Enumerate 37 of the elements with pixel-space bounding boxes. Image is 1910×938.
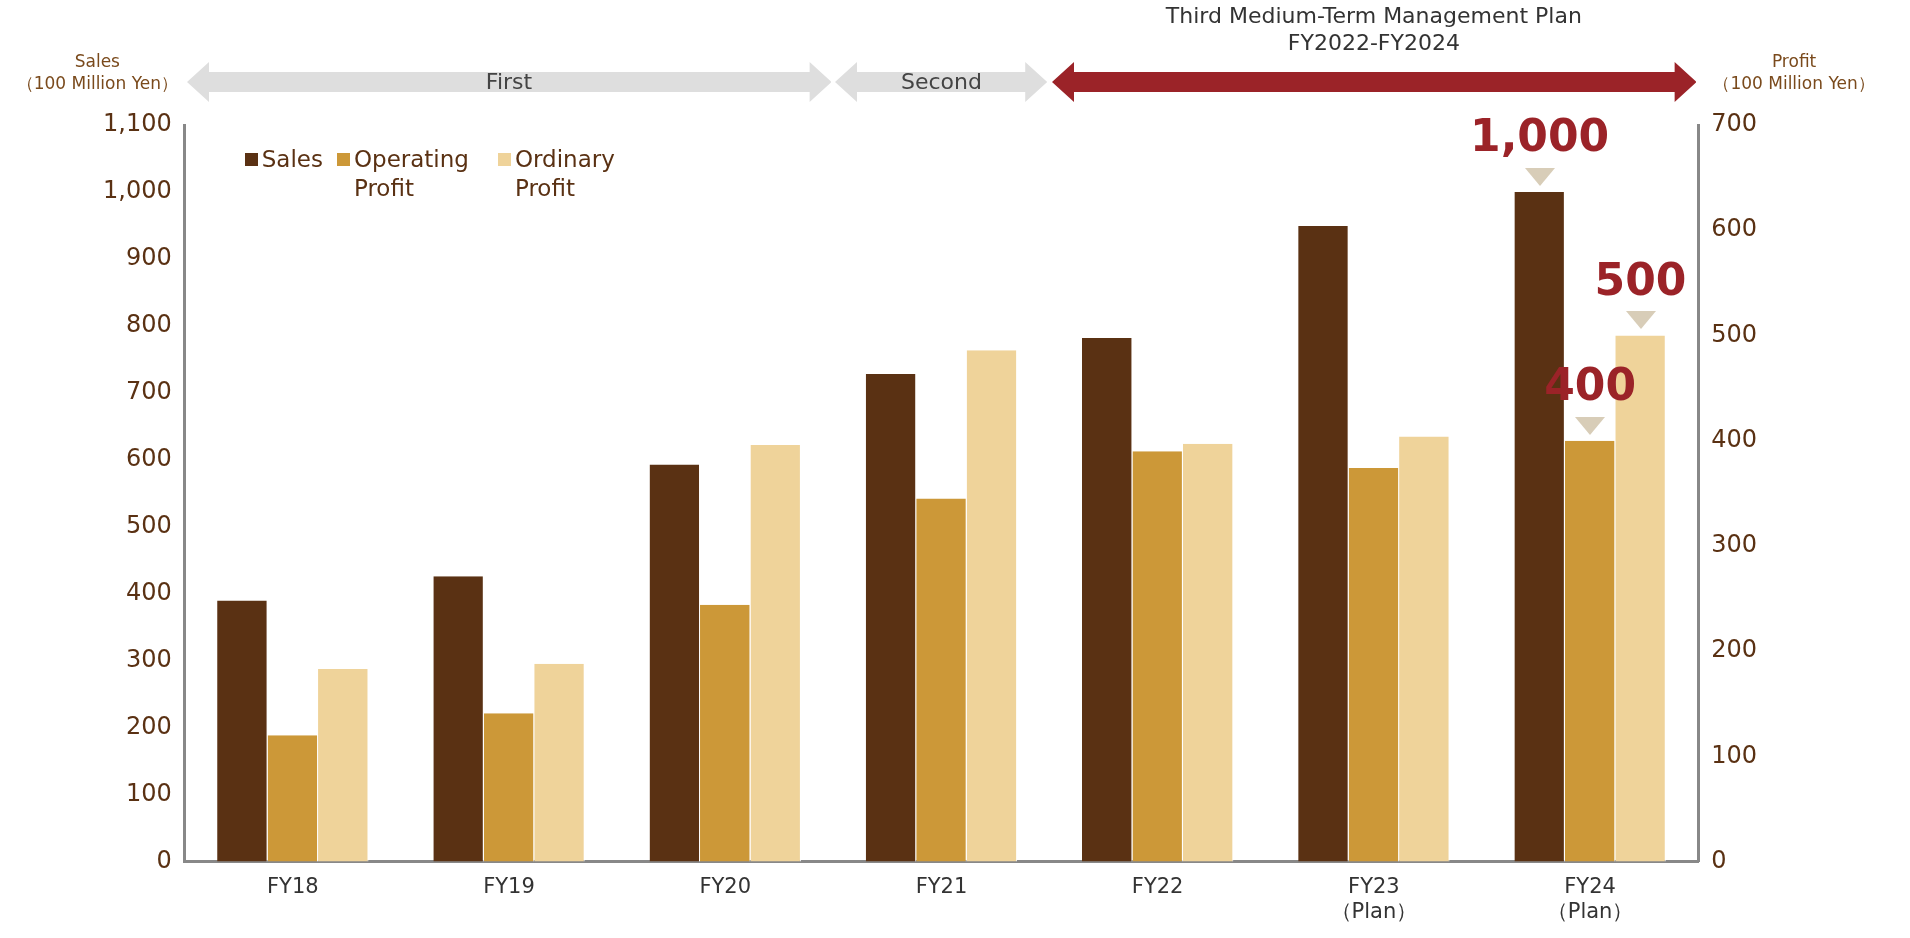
y-axis-title: Sales （100 Million Yen） — [15, 50, 180, 94]
y-tick-label: 600 — [125, 444, 172, 473]
y2-tick-label: 300 — [1711, 530, 1757, 559]
text: Second — [899, 68, 983, 95]
y-tick-label: 200 — [125, 711, 172, 740]
text: Third Medium-Term Management Plan FY2022-FY2024 — [1164, 2, 1583, 56]
x-tick-label: FY19 — [483, 873, 535, 898]
y2-tick-label: 400 — [1711, 424, 1757, 453]
legend-label: Sales — [261, 145, 323, 174]
y2-tick-label: 700 — [1711, 109, 1757, 138]
y2-tick-label: 500 — [1711, 319, 1757, 348]
y-tick-label: 700 — [125, 377, 172, 406]
y-tick-label: 400 — [125, 577, 172, 606]
x-tick-label: FY18 — [266, 873, 319, 898]
y2-tick-label: 0 — [1711, 845, 1727, 874]
y2-tick-label: 100 — [1711, 740, 1757, 769]
legend-label: Operating Profit — [353, 145, 470, 203]
x-tick-label: FY20 — [699, 873, 752, 898]
x-tick-label: FY23 （Plan） — [1330, 873, 1418, 923]
y-tick-label: 1,000 — [102, 176, 172, 205]
x-tick-label: FY21 — [915, 873, 968, 898]
y2-tick-label: 200 — [1711, 635, 1757, 664]
y-tick-label: 100 — [125, 778, 172, 807]
y2-tick-label: 600 — [1711, 214, 1757, 243]
y-tick-label: 0 — [156, 845, 172, 874]
data-label: 1,000 — [1470, 110, 1610, 162]
y-tick-label: 500 — [125, 511, 172, 540]
y2-axis-title: Profit （100 Million Yen） — [1712, 50, 1876, 94]
y-tick-label: 300 — [125, 644, 172, 673]
y-tick-label: 900 — [125, 243, 172, 272]
data-label: 500 — [1594, 253, 1687, 305]
x-tick-label: FY24 （Plan） — [1546, 873, 1634, 923]
text: First — [484, 68, 534, 95]
legend-label: Ordinary Profit — [514, 145, 616, 203]
y-tick-label: 800 — [125, 310, 172, 339]
x-tick-label: FY22 — [1131, 873, 1184, 898]
y-tick-label: 1,100 — [102, 109, 172, 138]
